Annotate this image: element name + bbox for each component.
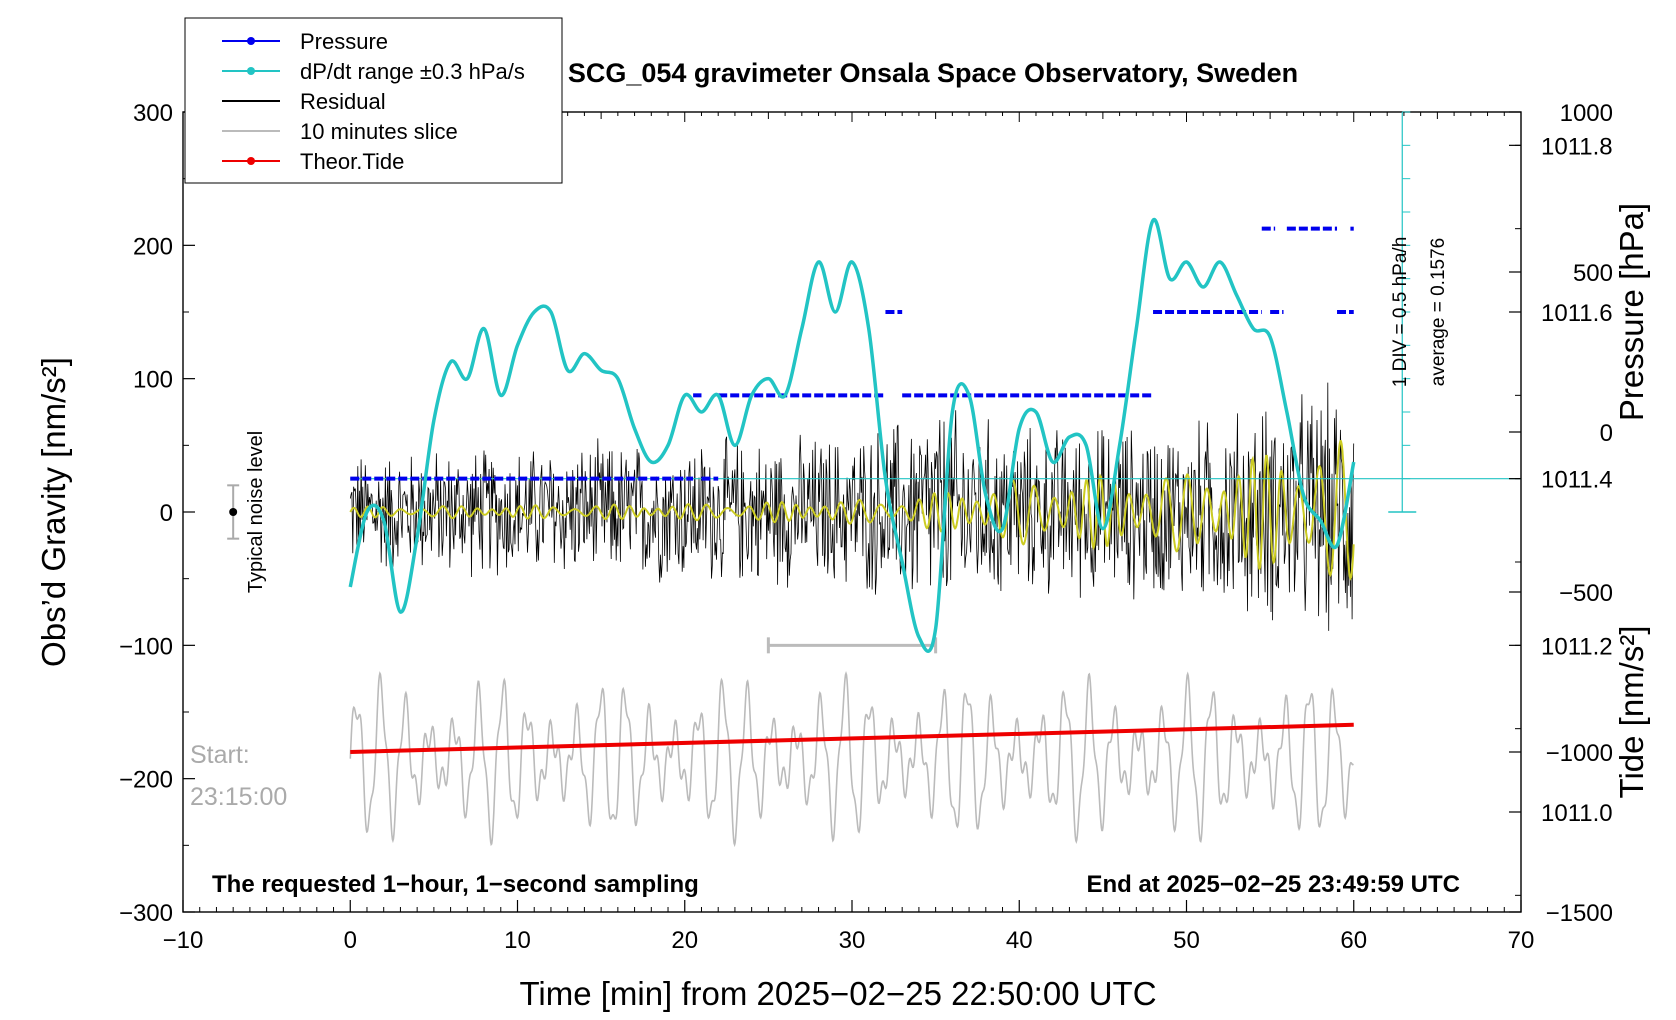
x-tick-label: 50 xyxy=(1173,927,1200,954)
legend-label: Pressure xyxy=(300,29,388,54)
x-tick-label: 60 xyxy=(1340,927,1367,954)
pressure-layer xyxy=(348,111,1521,653)
tide-tick-label: 500 xyxy=(1573,260,1613,287)
slice-layer xyxy=(349,637,1354,848)
legend-label: Theor.Tide xyxy=(300,149,404,174)
y-tick-label: 0 xyxy=(160,500,173,527)
legend-marker xyxy=(247,37,255,45)
x-tick-label: 10 xyxy=(504,927,531,954)
x-tick-label: 70 xyxy=(1508,927,1535,954)
pressure-tick-label: 1011.4 xyxy=(1541,467,1613,494)
tide-layer xyxy=(350,722,1354,754)
residual-trace xyxy=(349,382,1355,631)
tide-tick-label: −500 xyxy=(1559,580,1613,607)
chart-title: SCG_054 gravimeter Onsala Space Observat… xyxy=(568,58,1298,88)
tide-tick-label: −1500 xyxy=(1546,900,1613,927)
x-axis-label: Time [min] from 2025−02−25 22:50:00 UTC xyxy=(519,975,1156,1012)
legend-label: dP/dt range ±0.3 hPa/s xyxy=(300,59,525,84)
x-tick-label: 40 xyxy=(1006,927,1033,954)
y-tick-label: 100 xyxy=(133,367,173,394)
legend-marker xyxy=(247,67,255,75)
footer-note-left: The requested 1−hour, 1−second sampling xyxy=(212,871,699,898)
y-axis-label-pressure: Pressure [hPa] xyxy=(1613,203,1650,421)
tide-line xyxy=(350,722,1354,754)
x-tick-label: −10 xyxy=(163,927,204,954)
y-axis-label-text: Obs’d Gravity [nm/s²] xyxy=(35,357,72,667)
filtered-layer xyxy=(349,439,1355,581)
start-label: Start: xyxy=(190,741,250,769)
residual-layer xyxy=(349,382,1355,631)
x-tick-label: 20 xyxy=(671,927,698,954)
axes-layer: −10 0 10 20 30 40 50 60 70−300−200−1000100200300… xyxy=(119,100,1613,954)
tide-tick-label: 0 xyxy=(1600,420,1613,447)
legend: Pressure dP/dt range ±0.3 hPa/s Residual 10… xyxy=(184,17,563,184)
pressure-tick-label: 1011.2 xyxy=(1541,633,1613,660)
noise-marker xyxy=(229,508,238,516)
start-time-label: 23:15:00 xyxy=(190,783,287,811)
y-tick-label: −200 xyxy=(119,767,173,794)
dpdt-curve xyxy=(348,218,1356,653)
y-axis-label-tide: Tide [nm/s²] xyxy=(1613,626,1650,799)
noise-level-label: Typical noise level xyxy=(245,431,267,593)
y-tick-label: 200 xyxy=(133,233,173,260)
x-tick-label: 30 xyxy=(839,927,866,954)
pressure-tick-label: 1011.8 xyxy=(1541,133,1613,160)
pressure-div-label: 1 DIV = 0.5 hPa/h xyxy=(1390,237,1411,388)
footer-note-right: End at 2025−02−25 23:49:59 UTC xyxy=(1086,871,1460,898)
y-tick-label: 300 xyxy=(133,100,173,127)
filtered-trace xyxy=(349,439,1355,581)
slice-trace xyxy=(349,670,1354,848)
legend-marker xyxy=(247,157,255,165)
legend-entries: Pressure dP/dt range ±0.3 hPa/s Residual 10… xyxy=(222,29,525,174)
legend-label: 10 minutes slice xyxy=(300,119,458,144)
y-axis-label-gravity: Obs’d Gravity [nm/s²] xyxy=(35,357,72,667)
pressure-tick-label: 1011.6 xyxy=(1541,300,1613,327)
pressure-average-label: average = 0.1576 xyxy=(1428,238,1449,386)
y-tick-label: −300 xyxy=(119,900,173,927)
x-tick-label: 0 xyxy=(344,927,357,954)
pressure-tick-label: 1011.0 xyxy=(1541,800,1613,827)
legend-label: Residual xyxy=(300,89,386,114)
tide-tick-label: 1000 xyxy=(1560,100,1613,127)
y-tick-label: −100 xyxy=(119,633,173,660)
tide-tick-label: −1000 xyxy=(1546,740,1613,767)
